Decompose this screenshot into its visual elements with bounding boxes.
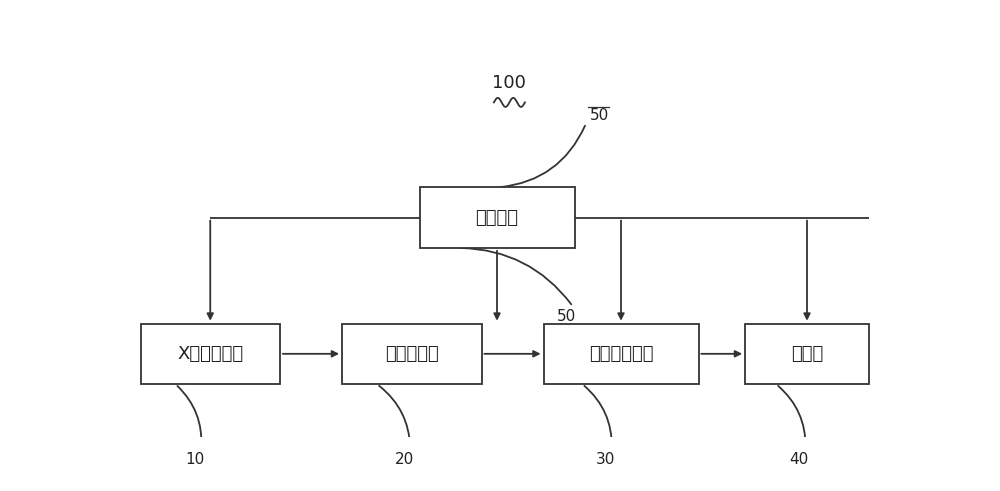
Text: 探测器系统: 探测器系统 xyxy=(385,345,439,363)
Text: 计算机: 计算机 xyxy=(791,345,823,363)
Text: 20: 20 xyxy=(394,452,414,467)
FancyBboxPatch shape xyxy=(342,324,482,384)
FancyBboxPatch shape xyxy=(745,324,869,384)
Text: 50: 50 xyxy=(590,108,609,123)
FancyArrowPatch shape xyxy=(461,248,571,304)
FancyArrowPatch shape xyxy=(778,386,806,447)
Text: 50: 50 xyxy=(557,308,576,324)
FancyArrowPatch shape xyxy=(500,126,585,187)
Text: 30: 30 xyxy=(596,452,615,467)
Text: 40: 40 xyxy=(790,452,809,467)
Text: X射线源系统: X射线源系统 xyxy=(177,345,243,363)
FancyBboxPatch shape xyxy=(140,324,280,384)
FancyArrowPatch shape xyxy=(177,386,201,447)
Text: 电源系统: 电源系统 xyxy=(476,209,518,227)
Text: 10: 10 xyxy=(185,452,204,467)
FancyArrowPatch shape xyxy=(379,386,410,447)
FancyBboxPatch shape xyxy=(420,188,574,248)
Text: 100: 100 xyxy=(492,74,526,92)
FancyBboxPatch shape xyxy=(544,324,698,384)
Text: 数据采集系统: 数据采集系统 xyxy=(589,345,653,363)
FancyArrowPatch shape xyxy=(584,386,612,447)
